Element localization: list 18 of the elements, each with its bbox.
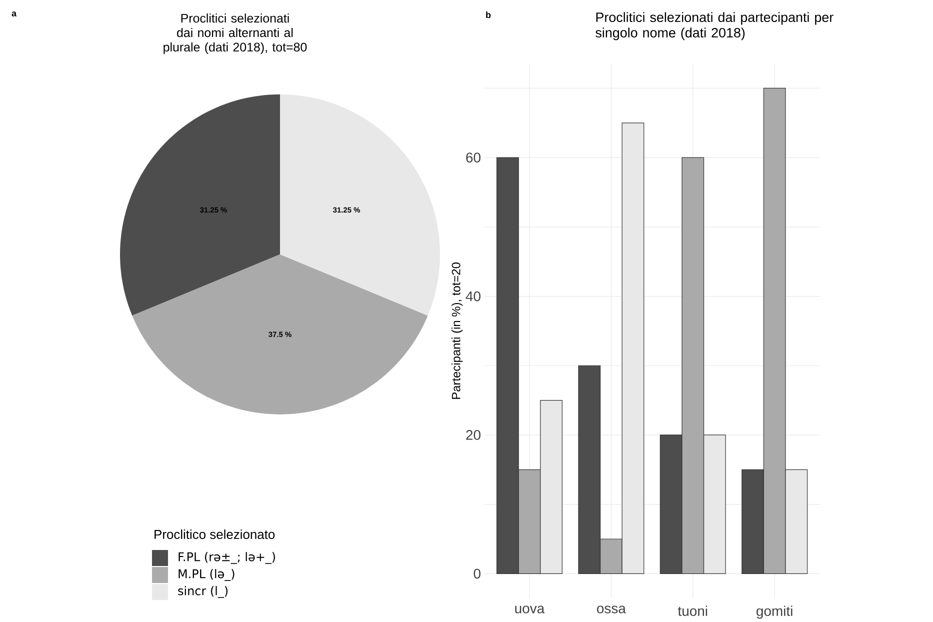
y-tick-label: 60	[466, 152, 480, 162]
chart-title: Proclitici selezionati dai partecipanti per singolo nome (dati 2018)	[596, 12, 834, 40]
x-tick-label: ossa	[597, 606, 626, 614]
legend-label: sincr (l_)	[178, 586, 228, 598]
y-tick-label: 0	[474, 568, 480, 579]
y-axis-title: Partecipanti (in %), tot=20	[452, 262, 463, 399]
y-tick-label: 40	[466, 291, 480, 302]
chart-title: Proclitici selezionati	[181, 13, 289, 23]
legend-label: F.PL (rə±_; lə+_)	[178, 552, 276, 564]
chart-subtitle: dai nomi alternanti al plurale (dati 2018), tot=80	[164, 28, 307, 54]
y-tick-label: 20	[466, 430, 480, 440]
x-tick-label: uova	[515, 606, 545, 614]
legend-label: M.PL (lə_)	[178, 569, 234, 581]
x-tick-label: gomiti	[756, 606, 792, 619]
x-tick-label: tuoni	[678, 606, 708, 616]
legend-title: Proclitico selezionato	[154, 529, 275, 539]
text: a	[12, 11, 17, 16]
text: b	[486, 11, 491, 18]
